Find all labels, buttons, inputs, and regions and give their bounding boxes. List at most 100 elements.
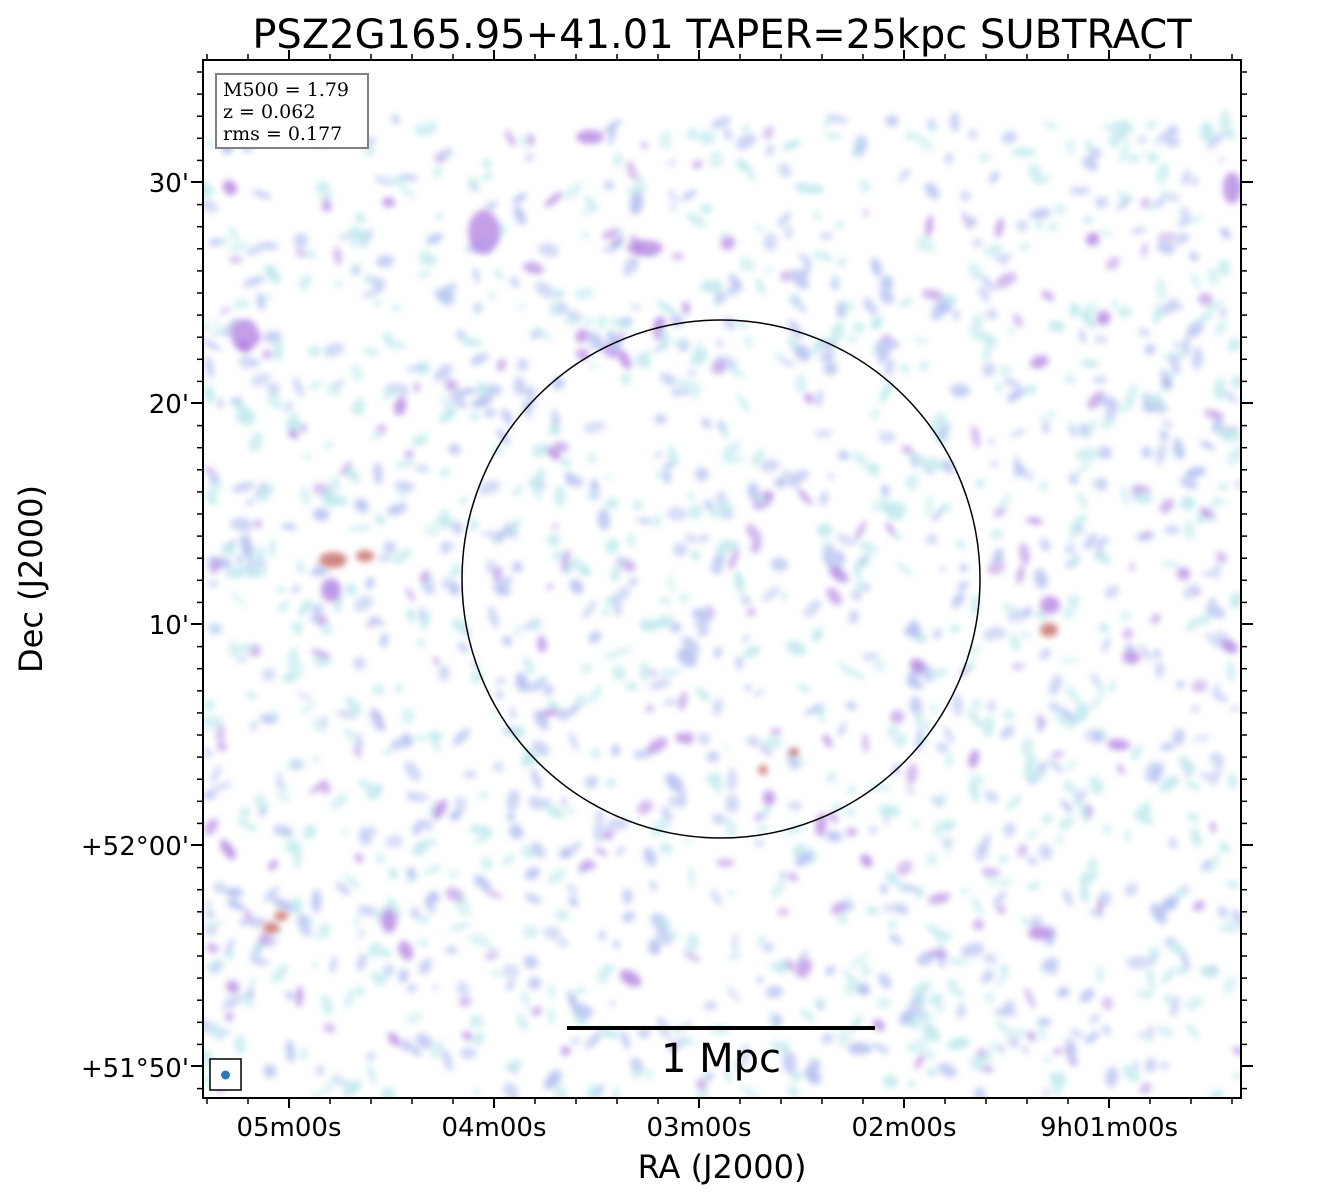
noise-blob [538, 243, 560, 257]
noise-blob [544, 804, 565, 819]
noise-blob [681, 189, 697, 201]
noise-blob [924, 1049, 935, 1060]
noise-blob [631, 303, 641, 310]
noise-blob [1078, 423, 1089, 436]
noise-blob [1029, 208, 1052, 220]
noise-blob [405, 1012, 422, 1024]
noise-blob [1108, 136, 1119, 148]
noise-blob [433, 363, 453, 382]
x-tick-label: 03m00s [646, 1113, 751, 1143]
noise-blob [219, 839, 236, 860]
noise-blob [1024, 987, 1036, 1010]
noise-blob [297, 913, 312, 937]
noise-blob [612, 1086, 620, 1098]
noise-blob [754, 813, 763, 821]
noise-blob [372, 684, 385, 696]
noise-blob [710, 116, 732, 129]
noise-blob [459, 1047, 477, 1059]
plot-frame [202, 59, 1242, 1099]
noise-blob [217, 742, 227, 752]
noise-blob [1155, 162, 1170, 185]
noise-blob [992, 548, 1004, 565]
noise-blob [605, 497, 619, 510]
noise-blob [569, 731, 578, 752]
noise-blob [665, 773, 684, 793]
noise-blob [370, 432, 382, 441]
noise-blob [1155, 278, 1167, 301]
noise-blob [348, 524, 372, 532]
noise-blob [816, 389, 823, 408]
noise-blob [489, 970, 507, 978]
noise-blob [388, 868, 399, 880]
noise-blob [1185, 779, 1201, 791]
noise-blob [982, 715, 995, 737]
noise-blob [470, 353, 489, 366]
noise-blob [375, 853, 386, 865]
noise-blob [300, 423, 307, 433]
noise-blob [834, 550, 843, 560]
noise-blob [612, 151, 624, 165]
noise-blob [619, 969, 642, 987]
noise-blob [532, 326, 553, 341]
noise-blob [1160, 1062, 1169, 1070]
emission-feature [468, 210, 500, 254]
noise-blob [1048, 758, 1064, 773]
noise-blob [968, 749, 980, 769]
noise-blob [1174, 888, 1187, 898]
noise-blob [423, 865, 442, 875]
noise-blob [1145, 120, 1158, 130]
noise-blob [1047, 221, 1059, 233]
noise-blob [211, 1022, 223, 1042]
noise-blob [1212, 496, 1220, 505]
noise-blob [393, 459, 417, 470]
noise-blob [1037, 1017, 1052, 1026]
noise-blob [561, 549, 571, 573]
noise-blob [1173, 438, 1185, 460]
noise-blob [854, 134, 867, 157]
noise-blob [229, 517, 254, 532]
noise-blob [1042, 1087, 1051, 1098]
noise-blob [676, 650, 697, 668]
noise-blob [995, 272, 1017, 289]
noise-blob [311, 932, 332, 940]
noise-blob [590, 479, 600, 491]
noise-blob [782, 139, 801, 151]
noise-blob [1139, 644, 1152, 663]
noise-blob [1075, 448, 1099, 462]
noise-blob [1140, 197, 1150, 209]
noise-blob [835, 133, 843, 140]
noise-blob [228, 639, 239, 659]
noise-blob [884, 500, 908, 514]
noise-blob [1159, 430, 1169, 441]
noise-blob [1152, 139, 1159, 147]
noise-blob [522, 656, 535, 676]
noise-blob [435, 212, 443, 220]
noise-blob [442, 1049, 453, 1072]
noise-blob [993, 508, 1007, 517]
noise-blob [358, 928, 365, 940]
noise-blob [341, 828, 349, 836]
noise-blob [1213, 377, 1226, 397]
noise-blob [1089, 694, 1104, 710]
noise-blob [232, 298, 251, 310]
noise-blob [823, 361, 838, 376]
noise-blob [514, 625, 521, 637]
noise-blob [303, 453, 311, 459]
noise-blob [659, 130, 672, 151]
noise-blob [632, 500, 643, 511]
noise-blob [810, 337, 828, 355]
noise-blob [1185, 466, 1206, 478]
noise-blob [415, 1033, 433, 1049]
noise-blob [369, 971, 381, 981]
noise-blob [513, 205, 527, 226]
noise-blob [760, 459, 780, 472]
noise-blob [1102, 824, 1112, 835]
noise-blob [353, 985, 366, 997]
noise-blob [312, 507, 329, 522]
noise-blob [686, 492, 696, 501]
noise-blob [335, 882, 350, 896]
noise-blob [757, 823, 768, 835]
noise-blob [1199, 772, 1214, 780]
noise-blob [721, 441, 742, 460]
noise-blob [1214, 561, 1221, 581]
